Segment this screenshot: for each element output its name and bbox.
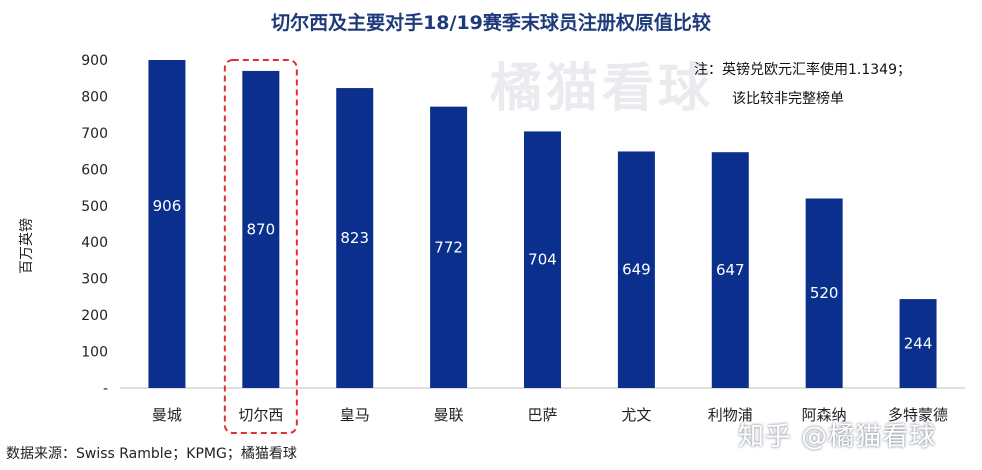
bar-value-label: 823	[340, 229, 369, 247]
bar	[242, 70, 280, 388]
bar	[148, 60, 186, 388]
x-tick-label: 巴萨	[527, 406, 557, 424]
bar	[899, 299, 937, 388]
y-tick-label: 900	[81, 53, 108, 69]
y-tick-label: 600	[81, 162, 108, 178]
bar-value-label: 647	[716, 261, 745, 279]
highlight-box	[223, 59, 298, 434]
y-tick-label: 500	[81, 199, 108, 215]
chart-title: 切尔西及主要对手18/19赛季末球员注册权原值比较	[271, 12, 711, 34]
y-tick-label: 100	[81, 345, 108, 361]
y-tick-label: 400	[81, 235, 108, 251]
y-tick-label: 200	[81, 308, 108, 324]
note-line-2: 该比较非完整榜单	[732, 91, 844, 107]
x-tick-label: 尤文	[621, 406, 651, 424]
x-tick-label: 阿森纳	[802, 406, 847, 424]
bar	[805, 198, 843, 388]
bar-value-label: 704	[528, 251, 557, 269]
x-tick-label: 曼联	[434, 406, 464, 424]
x-tick-label: 多特蒙德	[888, 406, 948, 424]
zhihu-watermark: 知乎 @橘猫看球	[738, 422, 937, 452]
y-tick-label: -	[103, 381, 108, 397]
x-tick-label: 曼城	[152, 406, 182, 424]
bar	[524, 131, 561, 389]
bar-value-label: 244	[904, 335, 933, 353]
bar	[711, 152, 749, 388]
bar	[336, 88, 374, 388]
bar-value-label: 906	[153, 197, 182, 215]
x-tick-label: 切尔西	[238, 406, 283, 424]
highlight-box	[223, 59, 298, 434]
y-tick-label: 800	[81, 89, 108, 105]
x-axis-labels: 曼城 切尔西 皇马 曼联 巴萨 尤文 利物浦 阿森纳 多特蒙德	[152, 406, 948, 424]
bar-chart: - 100 200 300 400 500 600 700 800 900 906 870 823 77…	[81, 53, 965, 434]
y-tick-label: 700	[81, 126, 108, 142]
bar-value-label: 870	[247, 220, 276, 238]
x-tick-label: 利物浦	[708, 406, 753, 424]
bar-value-label: 520	[810, 284, 839, 302]
bars	[148, 60, 937, 389]
y-axis-label: 百万英镑	[19, 218, 35, 274]
bar	[617, 151, 655, 388]
y-tick-label: 300	[81, 272, 108, 288]
x-tick-label: 皇马	[340, 406, 370, 424]
note-line-1: 注：英镑兑欧元汇率使用1.1349；	[694, 62, 911, 78]
chart-note: 注：英镑兑欧元汇率使用1.1349； 该比较非完整榜单	[694, 56, 911, 114]
bar-value-label: 772	[434, 238, 463, 256]
data-source: 数据来源：Swiss Ramble；KPMG；橘猫看球	[6, 446, 297, 462]
background-watermark: 橘猫看球	[490, 59, 715, 119]
bar	[430, 106, 468, 388]
bar-value-label: 649	[622, 261, 651, 279]
bar-value-labels: 906 870 823 772 704 649 647 520 244	[153, 197, 933, 353]
